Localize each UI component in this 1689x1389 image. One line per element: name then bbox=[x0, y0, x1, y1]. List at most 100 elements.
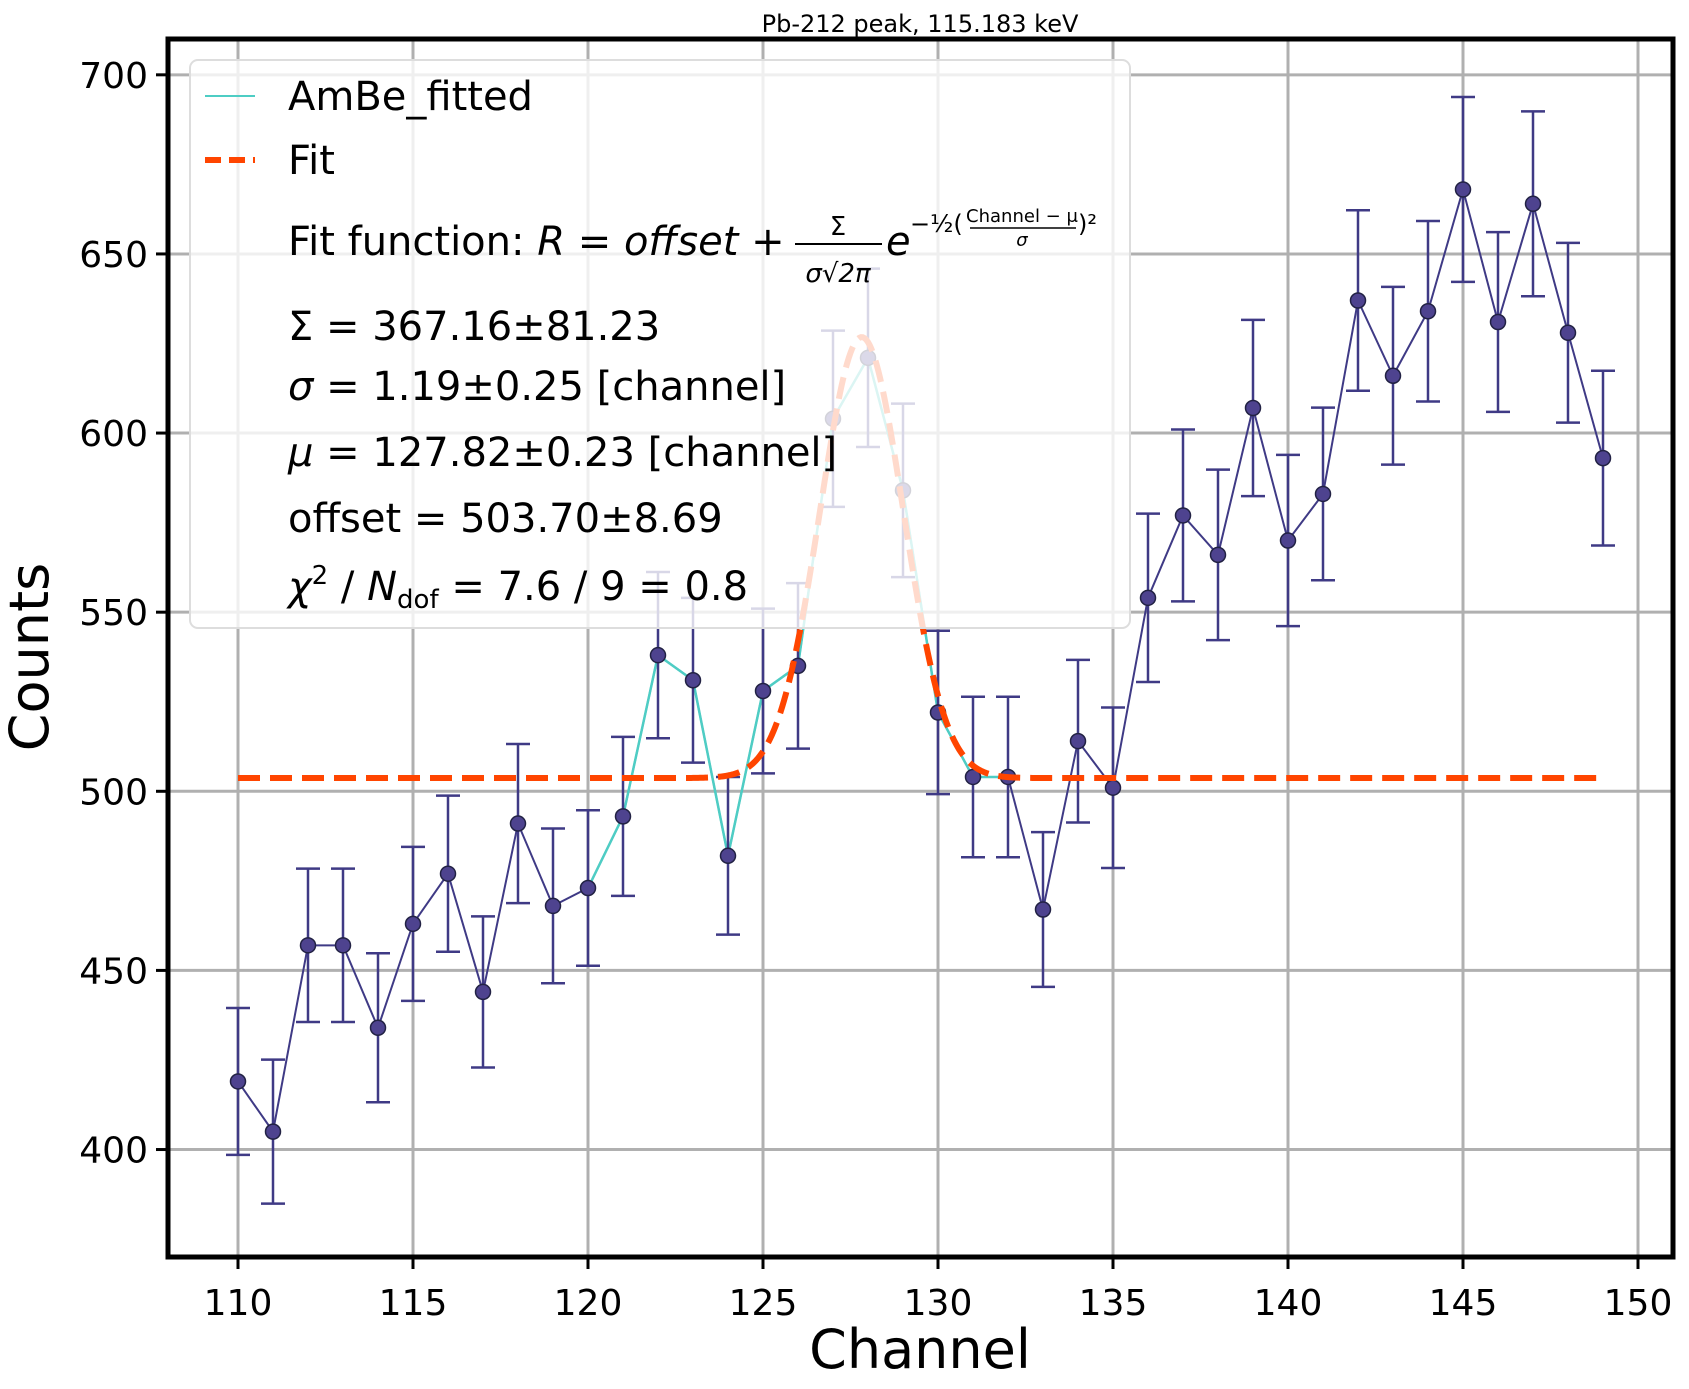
legend-label-ambe: AmBe_fitted bbox=[288, 74, 533, 120]
fit-function-prefix: Fit function: bbox=[288, 219, 537, 265]
data-point bbox=[226, 1006, 250, 1157]
stat-mu-value: = 127.82±0.23 [channel] bbox=[313, 430, 837, 476]
data-marker bbox=[509, 815, 527, 832]
data-marker bbox=[229, 1073, 247, 1090]
data-point bbox=[1381, 285, 1405, 466]
data-point bbox=[1311, 406, 1335, 582]
stat-chi-value: = 7.6 / 9 = 0.8 bbox=[439, 564, 748, 610]
data-point bbox=[1066, 658, 1090, 824]
data-marker bbox=[1384, 367, 1402, 384]
data-marker bbox=[1314, 485, 1332, 503]
axes-layer: 110 115 120 125 130 135 140 145 150 400 450 500 550 6… bbox=[79, 36, 1676, 1324]
data-point bbox=[541, 827, 565, 985]
data-marker bbox=[1139, 589, 1157, 607]
y-tick-label: 550 bbox=[79, 593, 148, 634]
data-point bbox=[1171, 428, 1195, 603]
stat-chi-slash: / bbox=[328, 564, 367, 610]
data-point bbox=[1591, 369, 1615, 547]
fit-function-formula: Fit function: R = offset + Σ σ√2π e −½( … bbox=[288, 206, 1097, 289]
data-marker bbox=[754, 682, 772, 700]
y-tick-label: 500 bbox=[79, 772, 148, 813]
y-axis-label: Counts bbox=[0, 563, 61, 752]
y-tick-label: 600 bbox=[79, 414, 148, 455]
fit-function-plus: + bbox=[738, 219, 784, 265]
data-point bbox=[506, 742, 530, 905]
data-marker bbox=[1419, 303, 1437, 320]
data-point bbox=[436, 794, 460, 954]
data-marker bbox=[334, 937, 352, 954]
x-tick-label: 140 bbox=[1254, 1283, 1323, 1324]
data-marker bbox=[719, 847, 737, 865]
y-tick-label: 650 bbox=[79, 235, 148, 276]
y-tick-label: 700 bbox=[79, 56, 148, 97]
x-tick-label: 120 bbox=[554, 1283, 623, 1324]
data-marker bbox=[1069, 732, 1087, 750]
data-point bbox=[961, 695, 985, 859]
stat-chi-n: N bbox=[367, 564, 397, 610]
data-marker bbox=[1349, 292, 1367, 309]
data-point bbox=[1136, 512, 1160, 684]
chart-title: Pb-212 peak, 115.183 keV bbox=[762, 10, 1079, 38]
data-marker bbox=[684, 671, 702, 689]
data-marker bbox=[404, 915, 422, 933]
data-point bbox=[576, 809, 600, 968]
stat-sigma-total: Σ = 367.16±81.23 bbox=[288, 304, 660, 350]
y-tick-label: 450 bbox=[79, 951, 148, 992]
data-marker bbox=[369, 1019, 387, 1036]
data-point bbox=[261, 1058, 285, 1205]
legend-label-fit: Fit bbox=[288, 138, 335, 184]
data-marker bbox=[1559, 324, 1577, 342]
x-axis-label: Channel bbox=[809, 1318, 1031, 1381]
data-marker bbox=[1454, 181, 1472, 198]
data-marker bbox=[649, 646, 667, 664]
data-point bbox=[1101, 706, 1125, 870]
stat-chi-superscript: 2 bbox=[312, 561, 329, 591]
data-point bbox=[1521, 110, 1545, 298]
data-point bbox=[366, 951, 390, 1104]
data-point bbox=[1451, 95, 1475, 284]
data-point bbox=[471, 915, 495, 1069]
data-marker bbox=[1174, 507, 1192, 524]
stat-sigma-symbol: σ bbox=[288, 364, 315, 410]
fit-function-exp-close: )² bbox=[1078, 210, 1097, 238]
x-tick-label: 115 bbox=[379, 1283, 448, 1324]
stat-sigma: σ = 1.19±0.25 [channel] bbox=[288, 364, 786, 410]
data-point bbox=[1486, 230, 1510, 414]
data-marker bbox=[299, 937, 317, 954]
data-marker bbox=[1489, 313, 1507, 331]
data-marker bbox=[579, 879, 597, 897]
data-point bbox=[1346, 208, 1370, 393]
plot-frame bbox=[165, 36, 1676, 1260]
data-marker bbox=[1209, 546, 1227, 564]
stat-mu: μ = 127.82±0.23 [channel] bbox=[287, 430, 837, 476]
x-tick-label: 145 bbox=[1429, 1283, 1498, 1324]
stat-chi-subscript: dof bbox=[397, 585, 439, 615]
data-point bbox=[401, 845, 425, 1003]
fit-function-exponent: −½( bbox=[910, 210, 963, 238]
data-point bbox=[1206, 468, 1230, 642]
data-point bbox=[1276, 453, 1300, 628]
fit-function-exp-denominator: σ bbox=[1016, 230, 1028, 251]
data-point bbox=[1241, 318, 1265, 498]
legend-box bbox=[189, 59, 1131, 629]
x-tick-label: 130 bbox=[904, 1283, 973, 1324]
data-marker bbox=[439, 865, 457, 882]
data-marker bbox=[1104, 779, 1122, 796]
stat-chi-symbol: χ bbox=[286, 564, 313, 610]
svg-text:Fit function: R = offset +: Fit function: R = offset + bbox=[288, 219, 785, 265]
data-marker bbox=[1594, 449, 1612, 467]
stat-offset: offset = 503.70±8.69 bbox=[288, 496, 723, 542]
fit-function-exp-numerator: Channel − μ bbox=[966, 206, 1078, 227]
data-marker bbox=[1244, 399, 1262, 417]
data-point bbox=[611, 735, 635, 898]
stat-chi2: χ2 / Ndof = 7.6 / 9 = 0.8 bbox=[286, 561, 748, 615]
fit-function-numerator: Σ bbox=[830, 212, 846, 242]
data-marker bbox=[544, 897, 562, 915]
data-point bbox=[1556, 241, 1580, 424]
fit-function-offset: offset bbox=[624, 219, 740, 265]
data-marker bbox=[474, 983, 492, 1001]
legend: AmBe_fitted Fit Fit function: R = offset… bbox=[189, 59, 1131, 629]
fit-function-denominator: σ√2π bbox=[805, 259, 871, 289]
stat-mu-symbol: μ bbox=[287, 430, 313, 476]
data-marker bbox=[264, 1123, 282, 1140]
